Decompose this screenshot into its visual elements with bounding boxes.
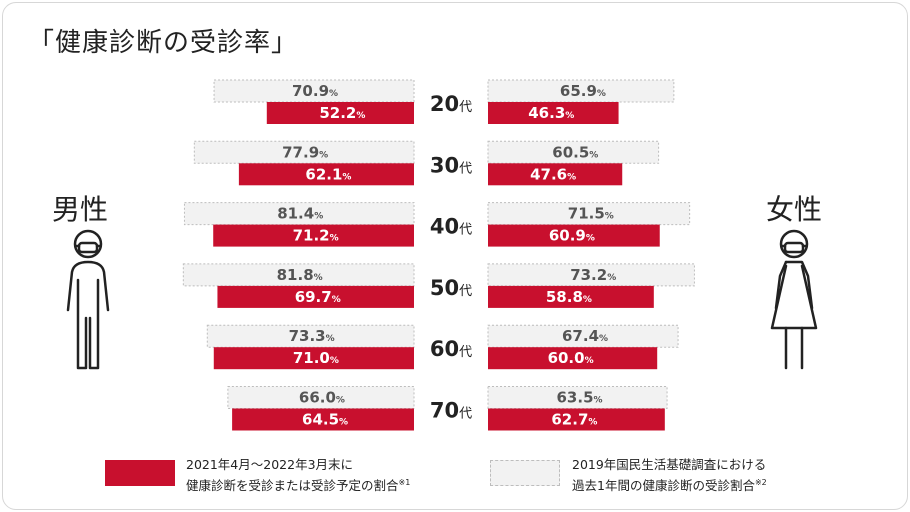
bar-female-2021-30	[488, 163, 623, 186]
legend-label-2021: 2021年4月〜2022年3月末に 健康診断を受診または受診予定の割合※1	[186, 456, 410, 495]
value-female-2021-20: 46.3%	[528, 104, 574, 122]
value-female-2021-50: 58.8%	[546, 288, 592, 306]
female-label: 女性	[766, 193, 823, 226]
bar-female-2019-70	[487, 386, 668, 409]
bar-male-2019-40	[183, 202, 415, 226]
value-male-2019-40: 81.4%	[277, 205, 323, 223]
value-male-2019-50: 81.8%	[277, 266, 323, 284]
bar-female-2019-50	[487, 263, 695, 287]
legend-2021-line1: 2021年4月〜2022年3月末に	[186, 457, 354, 472]
legend-2019-line1: 2019年国民生活基礎調査における	[572, 457, 767, 472]
value-male-2021-40: 71.2%	[293, 227, 339, 245]
value-male-2021-50: 69.7%	[295, 288, 341, 306]
bar-male-2021-30	[238, 163, 414, 186]
bar-female-2021-40	[488, 224, 660, 247]
value-female-2021-30: 47.6%	[530, 165, 576, 183]
value-male-2021-30: 62.1%	[305, 165, 351, 183]
value-female-2019-50: 73.2%	[570, 266, 616, 284]
value-female-2019-20: 65.9%	[560, 82, 606, 100]
legend-label-2019: 2019年国民生活基礎調査における 過去1年間の健康診断の受診割合※2	[572, 456, 767, 495]
legend-swatch-2021	[105, 460, 175, 486]
value-female-2019-60: 67.4%	[562, 327, 608, 345]
bar-male-2021-60	[213, 347, 414, 370]
chart-title: 「健康診断の受診率」	[28, 28, 299, 58]
legend-2021-line2: 健康診断を受診または受診予定の割合※1	[186, 478, 411, 494]
bar-male-2021-20	[266, 102, 414, 124]
value-female-2021-40: 60.9%	[549, 227, 595, 245]
female-person-icon	[770, 229, 818, 370]
value-female-2019-30: 60.5%	[552, 143, 598, 161]
value-female-2019-70: 63.5%	[557, 389, 603, 407]
value-male-2021-70: 64.5%	[302, 411, 348, 429]
bar-male-2021-70	[232, 408, 414, 431]
bar-female-2019-60	[487, 324, 679, 348]
value-male-2021-60: 71.0%	[293, 349, 339, 367]
value-male-2019-30: 77.9%	[282, 143, 328, 161]
value-male-2021-20: 52.2%	[319, 104, 365, 122]
male-person-icon	[66, 229, 110, 370]
bar-female-2021-70	[488, 408, 665, 431]
bar-male-2021-50	[217, 285, 414, 308]
age-label-30: 30代	[430, 153, 472, 177]
male-label: 男性	[52, 193, 109, 226]
legend-swatch-2019	[490, 460, 560, 486]
legend-2019-line2: 過去1年間の健康診断の受診割合※2	[572, 478, 767, 494]
age-label-20: 20代	[430, 92, 472, 116]
value-male-2019-70: 66.0%	[299, 389, 345, 407]
value-female-2021-70: 62.7%	[551, 411, 597, 429]
age-label-60: 60代	[430, 337, 472, 361]
value-female-2019-40: 71.5%	[568, 205, 614, 223]
value-male-2019-60: 73.3%	[289, 327, 335, 345]
bar-female-2021-50	[488, 285, 654, 308]
age-label-50: 50代	[430, 276, 472, 300]
bar-female-2021-60	[488, 347, 658, 370]
value-male-2019-20: 70.9%	[292, 82, 338, 100]
value-female-2021-60: 60.0%	[548, 349, 594, 367]
age-label-70: 70代	[430, 399, 472, 423]
bar-female-2021-20	[488, 102, 619, 124]
age-label-40: 40代	[430, 215, 472, 239]
bar-male-2021-40	[213, 224, 414, 247]
bar-male-2019-30	[193, 140, 415, 164]
